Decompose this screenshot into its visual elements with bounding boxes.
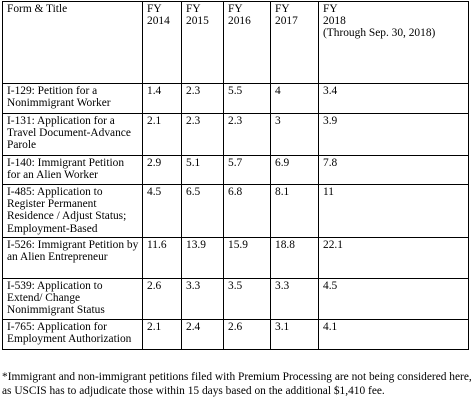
value-cell-fy2017: 18.8 bbox=[270, 237, 319, 279]
value-cell-fy2017: 8.1 bbox=[270, 184, 319, 238]
column-header-form-title: Form & Title bbox=[2, 1, 143, 84]
column-header-fy2016: FY 2016 bbox=[223, 1, 271, 84]
value-cell-fy2015: 5.1 bbox=[181, 155, 224, 185]
value-cell-fy2015: 2.3 bbox=[181, 83, 224, 114]
footnote: *Immigrant and non-immigrant petitions f… bbox=[2, 371, 472, 397]
table-row: I-539: Application to Extend/ Change Non… bbox=[2, 278, 469, 320]
header-fy-year: 2018 bbox=[323, 15, 346, 28]
value-cell-fy2017: 4 bbox=[270, 83, 319, 114]
form-title-cell: I-539: Application to Extend/ Change Non… bbox=[2, 278, 143, 320]
value-cell-fy2018: 22.1 bbox=[318, 237, 469, 279]
value-cell-fy2016: 3.5 bbox=[223, 278, 271, 320]
value-cell-fy2014: 2.1 bbox=[142, 319, 182, 350]
value-cell-fy2014: 11.6 bbox=[142, 237, 182, 279]
processing-times-table: Form & Title FY 2014 FY 2015 FY 2016 FY … bbox=[2, 1, 469, 350]
header-fy-year: 2017 bbox=[275, 15, 298, 28]
table-row: I-485: Application to Register Permanent… bbox=[2, 184, 469, 238]
value-cell-fy2018: 3.4 bbox=[318, 83, 469, 114]
header-fy-note: (Through Sep. 30, 2018) bbox=[323, 27, 436, 40]
form-title-cell: I-131: Application for a Travel Document… bbox=[2, 113, 143, 156]
value-cell-fy2017: 3.1 bbox=[270, 319, 319, 350]
form-title-cell: I-765: Application for Employment Author… bbox=[2, 319, 143, 350]
table-header-row: Form & Title FY 2014 FY 2015 FY 2016 FY … bbox=[2, 1, 469, 84]
value-cell-fy2015: 6.5 bbox=[181, 184, 224, 238]
value-cell-fy2015: 3.3 bbox=[181, 278, 224, 320]
header-fy-label: FY bbox=[228, 3, 243, 15]
value-cell-fy2016: 2.6 bbox=[223, 319, 271, 350]
value-cell-fy2016: 5.5 bbox=[223, 83, 271, 114]
value-cell-fy2015: 2.4 bbox=[181, 319, 224, 350]
header-text: Form & Title bbox=[7, 3, 68, 15]
header-fy-label: FY bbox=[186, 3, 201, 15]
header-fy-label: FY bbox=[323, 3, 338, 15]
table-row: I-765: Application for Employment Author… bbox=[2, 319, 469, 350]
value-cell-fy2018: 4.5 bbox=[318, 278, 469, 320]
value-cell-fy2016: 2.3 bbox=[223, 113, 271, 156]
value-cell-fy2016: 6.8 bbox=[223, 184, 271, 238]
column-header-fy2018: FY 2018 (Through Sep. 30, 2018) bbox=[318, 1, 469, 84]
value-cell-fy2014: 1.4 bbox=[142, 83, 182, 114]
form-title-cell: I-526: Immigrant Petition by an Alien En… bbox=[2, 237, 143, 279]
column-header-fy2015: FY 2015 bbox=[181, 1, 224, 84]
header-fy-label: FY bbox=[275, 3, 290, 15]
value-cell-fy2018: 7.8 bbox=[318, 155, 469, 185]
value-cell-fy2014: 4.5 bbox=[142, 184, 182, 238]
value-cell-fy2017: 3.3 bbox=[270, 278, 319, 320]
value-cell-fy2015: 2.3 bbox=[181, 113, 224, 156]
header-fy-label: FY bbox=[147, 3, 162, 15]
value-cell-fy2017: 3 bbox=[270, 113, 319, 156]
form-title-cell: I-485: Application to Register Permanent… bbox=[2, 184, 143, 238]
header-fy-year: 2015 bbox=[186, 15, 209, 28]
form-title-cell: I-140: Immigrant Petition for an Alien W… bbox=[2, 155, 143, 185]
form-title-cell: I-129: Petition for a Nonimmigrant Worke… bbox=[2, 83, 143, 114]
value-cell-fy2018: 3.9 bbox=[318, 113, 469, 156]
value-cell-fy2017: 6.9 bbox=[270, 155, 319, 185]
value-cell-fy2014: 2.9 bbox=[142, 155, 182, 185]
value-cell-fy2014: 2.6 bbox=[142, 278, 182, 320]
header-fy-year: 2014 bbox=[147, 15, 170, 28]
table-row: I-129: Petition for a Nonimmigrant Worke… bbox=[2, 83, 469, 114]
value-cell-fy2018: 11 bbox=[318, 184, 469, 238]
table-row: I-131: Application for a Travel Document… bbox=[2, 113, 469, 156]
column-header-fy2014: FY 2014 bbox=[142, 1, 182, 84]
value-cell-fy2014: 2.1 bbox=[142, 113, 182, 156]
table-row: I-526: Immigrant Petition by an Alien En… bbox=[2, 237, 469, 279]
column-header-fy2017: FY 2017 bbox=[270, 1, 319, 84]
value-cell-fy2016: 15.9 bbox=[223, 237, 271, 279]
value-cell-fy2015: 13.9 bbox=[181, 237, 224, 279]
header-fy-year: 2016 bbox=[228, 15, 251, 28]
table-row: I-140: Immigrant Petition for an Alien W… bbox=[2, 155, 469, 185]
value-cell-fy2018: 4.1 bbox=[318, 319, 469, 350]
value-cell-fy2016: 5.7 bbox=[223, 155, 271, 185]
